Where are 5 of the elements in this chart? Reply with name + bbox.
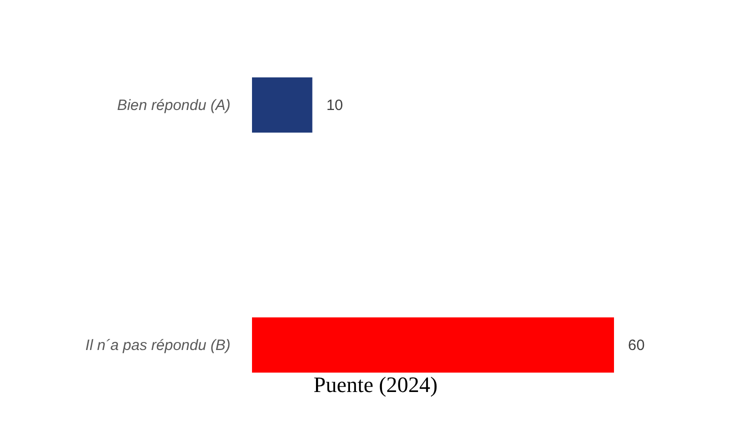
y-tick-label: Bien répondu (A) bbox=[117, 97, 230, 114]
data-label: 60 bbox=[628, 337, 645, 354]
annotation: Puente (2024) bbox=[312, 372, 439, 398]
y-tick-label: Il n´a pas répondu (B) bbox=[85, 337, 231, 354]
data-label: 10 bbox=[326, 97, 344, 114]
